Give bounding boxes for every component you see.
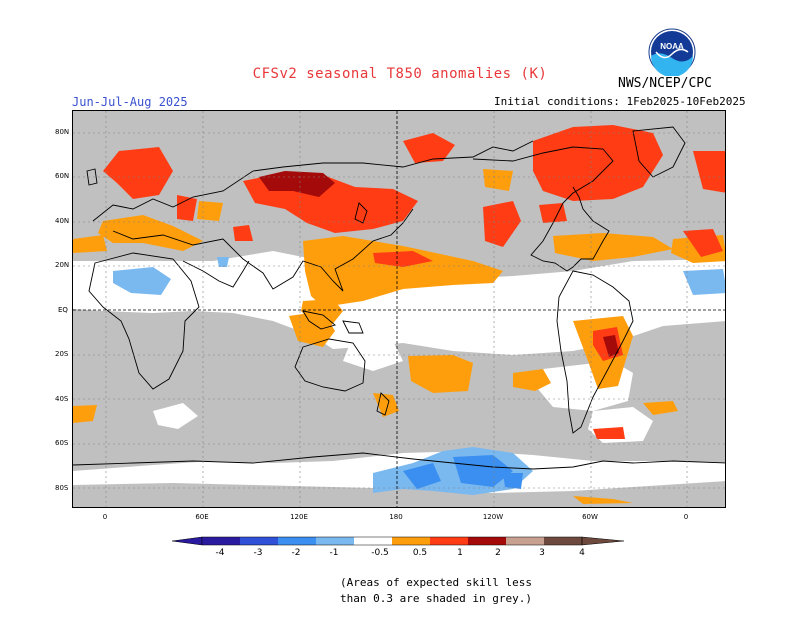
colorbar-bin-6 <box>392 537 430 545</box>
lon-label-60w: 60W <box>582 513 598 521</box>
colorbar-bin-3 <box>278 537 316 545</box>
lat-label-eq: EQ <box>58 306 68 314</box>
blue-anomaly-region <box>403 455 523 489</box>
lat-label-40s: 40S <box>55 395 69 403</box>
season-label: Jun-Jul-Aug 2025 <box>72 95 188 109</box>
lon-label-120e: 120E <box>290 513 308 521</box>
colorbar-bin-2 <box>240 537 278 545</box>
noaa-logo: NOAA <box>648 28 696 76</box>
footnote-line-1: (Areas of expected skill less <box>339 576 533 589</box>
coastlines <box>73 126 725 470</box>
colorbar-bin-8 <box>468 537 506 545</box>
lat-label-60s: 60S <box>55 439 69 447</box>
agency-label: NWS/NCEP/CPC <box>618 76 712 91</box>
colorbar-label-4: 4 <box>579 548 585 558</box>
colorbar-label-minus05: -0.5 <box>371 548 389 558</box>
equator-dateline <box>73 111 725 507</box>
lon-label-0: 0 <box>102 513 108 521</box>
map-title: CFSv2 seasonal T850 anomalies (K) <box>252 66 548 82</box>
colorbar-label-3: 3 <box>539 548 545 558</box>
colorbar-bin-1 <box>202 537 240 545</box>
initial-conditions-label: Initial conditions: 1Feb2025-10Feb2025 <box>494 95 746 108</box>
lon-label-60e: 60E <box>195 513 209 521</box>
colorbar-bin-10 <box>544 537 582 545</box>
colorbar-label-minus3: -3 <box>253 548 263 558</box>
colorbar-bin-4 <box>316 537 354 545</box>
darkred-anomaly-region <box>259 171 619 357</box>
colorbar-label-2: 2 <box>495 548 501 558</box>
lat-label-80n: 80N <box>55 128 70 136</box>
lon-label-180: 180 <box>389 513 403 521</box>
lat-lon-grid <box>73 111 725 507</box>
colorbar-label-05: 0.5 <box>412 548 428 558</box>
colorbar-label-minus4: -4 <box>215 548 225 558</box>
colorbar-arrow-right <box>581 536 625 546</box>
anomaly-map <box>72 110 726 508</box>
map-canvas <box>73 111 725 507</box>
logo-text: NOAA <box>660 42 684 51</box>
lat-label-40n: 40N <box>55 217 70 225</box>
colorbar-bin-5 <box>354 537 392 545</box>
lon-label-0-east: 0 <box>683 513 689 521</box>
lat-label-20s: 20S <box>55 350 69 358</box>
colorbar-bin-9 <box>506 537 544 545</box>
colorbar-label-minus1: -1 <box>329 548 339 558</box>
colorbar-label-minus2: -2 <box>291 548 301 558</box>
lat-label-60n: 60N <box>55 172 70 180</box>
lat-label-20n: 20N <box>55 261 70 269</box>
colorbar-label-1: 1 <box>457 548 463 558</box>
footnote-line-2: than 0.3 are shaded in grey.) <box>339 592 533 605</box>
colorbar <box>172 536 625 546</box>
lat-label-80s: 80S <box>55 484 69 492</box>
colorbar-bin-7 <box>430 537 468 545</box>
colorbar-arrow-left <box>172 536 203 546</box>
lon-label-120w: 120W <box>482 513 504 521</box>
